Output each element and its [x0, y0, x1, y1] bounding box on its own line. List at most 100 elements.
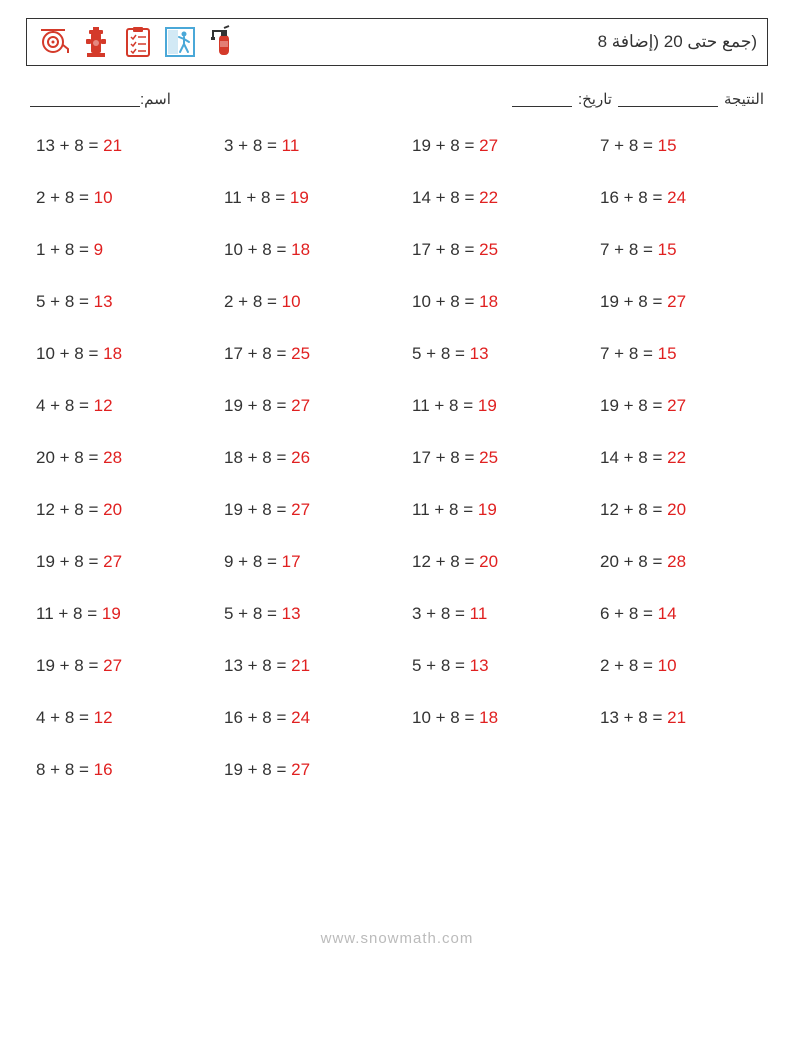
- answer: 18: [291, 240, 310, 259]
- hose-reel-icon: [37, 25, 71, 59]
- problem: 5 + 8 = 13: [412, 656, 570, 676]
- problem: 17 + 8 = 25: [412, 240, 570, 260]
- worksheet-page: (جمع حتى 20 (إضافة 8 اسم: النتيجة تاريخ:…: [0, 0, 794, 1053]
- answer: 19: [478, 500, 497, 519]
- exit-person-icon: [163, 25, 197, 59]
- problem: 10 + 8 = 18: [224, 240, 382, 260]
- problem: 3 + 8 = 11: [224, 136, 382, 156]
- answer: 17: [282, 552, 301, 571]
- date-label: تاريخ:: [578, 90, 612, 108]
- answer: 10: [282, 292, 301, 311]
- answer: 27: [291, 500, 310, 519]
- problem: 19 + 8 = 27: [36, 552, 194, 572]
- answer: 27: [667, 292, 686, 311]
- problem: 19 + 8 = 27: [600, 292, 758, 312]
- name-field: اسم:: [30, 90, 171, 108]
- answer: 22: [479, 188, 498, 207]
- problem: 16 + 8 = 24: [224, 708, 382, 728]
- problem: 19 + 8 = 27: [600, 396, 758, 416]
- answer: 19: [290, 188, 309, 207]
- score-blank[interactable]: [618, 91, 718, 107]
- problem: 12 + 8 = 20: [600, 500, 758, 520]
- answer: 21: [667, 708, 686, 727]
- answer: 19: [102, 604, 121, 623]
- answer: 27: [103, 552, 122, 571]
- problem: 3 + 8 = 11: [412, 604, 570, 624]
- answer: 13: [282, 604, 301, 623]
- hydrant-icon: [79, 25, 113, 59]
- header-box: (جمع حتى 20 (إضافة 8: [26, 18, 768, 66]
- answer: 11: [282, 136, 300, 155]
- problem: 11 + 8 = 19: [224, 188, 382, 208]
- answer: 21: [103, 136, 122, 155]
- answer: 27: [291, 396, 310, 415]
- problem: 7 + 8 = 15: [600, 344, 758, 364]
- checklist-icon: [121, 25, 155, 59]
- answer: 9: [94, 240, 103, 259]
- problem: 6 + 8 = 14: [600, 604, 758, 624]
- answer: 18: [479, 708, 498, 727]
- score-label: النتيجة: [724, 90, 764, 108]
- date-blank[interactable]: [512, 91, 572, 107]
- answer: 20: [103, 500, 122, 519]
- problem: 19 + 8 = 27: [224, 500, 382, 520]
- problem: 13 + 8 = 21: [36, 136, 194, 156]
- answer: 10: [658, 656, 677, 675]
- problem: 19 + 8 = 27: [412, 136, 570, 156]
- problem: 5 + 8 = 13: [412, 344, 570, 364]
- answer: 22: [667, 448, 686, 467]
- problem: 7 + 8 = 15: [600, 136, 758, 156]
- info-row: اسم: النتيجة تاريخ:: [26, 90, 768, 108]
- problem: 12 + 8 = 20: [36, 500, 194, 520]
- problem: 5 + 8 = 13: [36, 292, 194, 312]
- answer: 13: [94, 292, 113, 311]
- problem: 11 + 8 = 19: [412, 500, 570, 520]
- answer: 27: [667, 396, 686, 415]
- problem: 1 + 8 = 9: [36, 240, 194, 260]
- problem: 11 + 8 = 19: [412, 396, 570, 416]
- answer: 27: [479, 136, 498, 155]
- answer: 26: [291, 448, 310, 467]
- problem: 19 + 8 = 27: [224, 760, 382, 780]
- problem: 17 + 8 = 25: [412, 448, 570, 468]
- answer: 19: [478, 396, 497, 415]
- problem: 19 + 8 = 27: [224, 396, 382, 416]
- answer: 28: [103, 448, 122, 467]
- answer: 27: [291, 760, 310, 779]
- problem: 12 + 8 = 20: [412, 552, 570, 572]
- problem: 2 + 8 = 10: [224, 292, 382, 312]
- problem: 19 + 8 = 27: [36, 656, 194, 676]
- name-blank[interactable]: [30, 91, 140, 107]
- extinguisher-icon: [205, 25, 239, 59]
- answer: 21: [291, 656, 310, 675]
- problem: 13 + 8 = 21: [224, 656, 382, 676]
- answer: 15: [658, 344, 677, 363]
- problem: 2 + 8 = 10: [36, 188, 194, 208]
- problems-grid: 13 + 8 = 21 3 + 8 = 11 19 + 8 = 27 7 + 8 = …: [26, 136, 768, 780]
- problem: 14 + 8 = 22: [600, 448, 758, 468]
- problem: 10 + 8 = 18: [36, 344, 194, 364]
- problem: 5 + 8 = 13: [224, 604, 382, 624]
- answer: 11: [470, 604, 488, 623]
- footer-url: www.snowmath.com: [26, 930, 768, 947]
- answer: 20: [479, 552, 498, 571]
- answer: 27: [103, 656, 122, 675]
- answer: 10: [94, 188, 113, 207]
- problem: 9 + 8 = 17: [224, 552, 382, 572]
- icon-row: [37, 25, 239, 59]
- problem: 20 + 8 = 28: [36, 448, 194, 468]
- problem: 11 + 8 = 19: [36, 604, 194, 624]
- problem: 10 + 8 = 18: [412, 292, 570, 312]
- problem: 8 + 8 = 16: [36, 760, 194, 780]
- answer: 28: [667, 552, 686, 571]
- answer: 20: [667, 500, 686, 519]
- answer: 24: [291, 708, 310, 727]
- problem: 20 + 8 = 28: [600, 552, 758, 572]
- score-date-field: النتيجة تاريخ:: [512, 90, 764, 108]
- answer: 25: [479, 240, 498, 259]
- problem: 18 + 8 = 26: [224, 448, 382, 468]
- answer: 16: [94, 760, 113, 779]
- answer: 15: [658, 136, 677, 155]
- answer: 12: [94, 708, 113, 727]
- answer: 15: [658, 240, 677, 259]
